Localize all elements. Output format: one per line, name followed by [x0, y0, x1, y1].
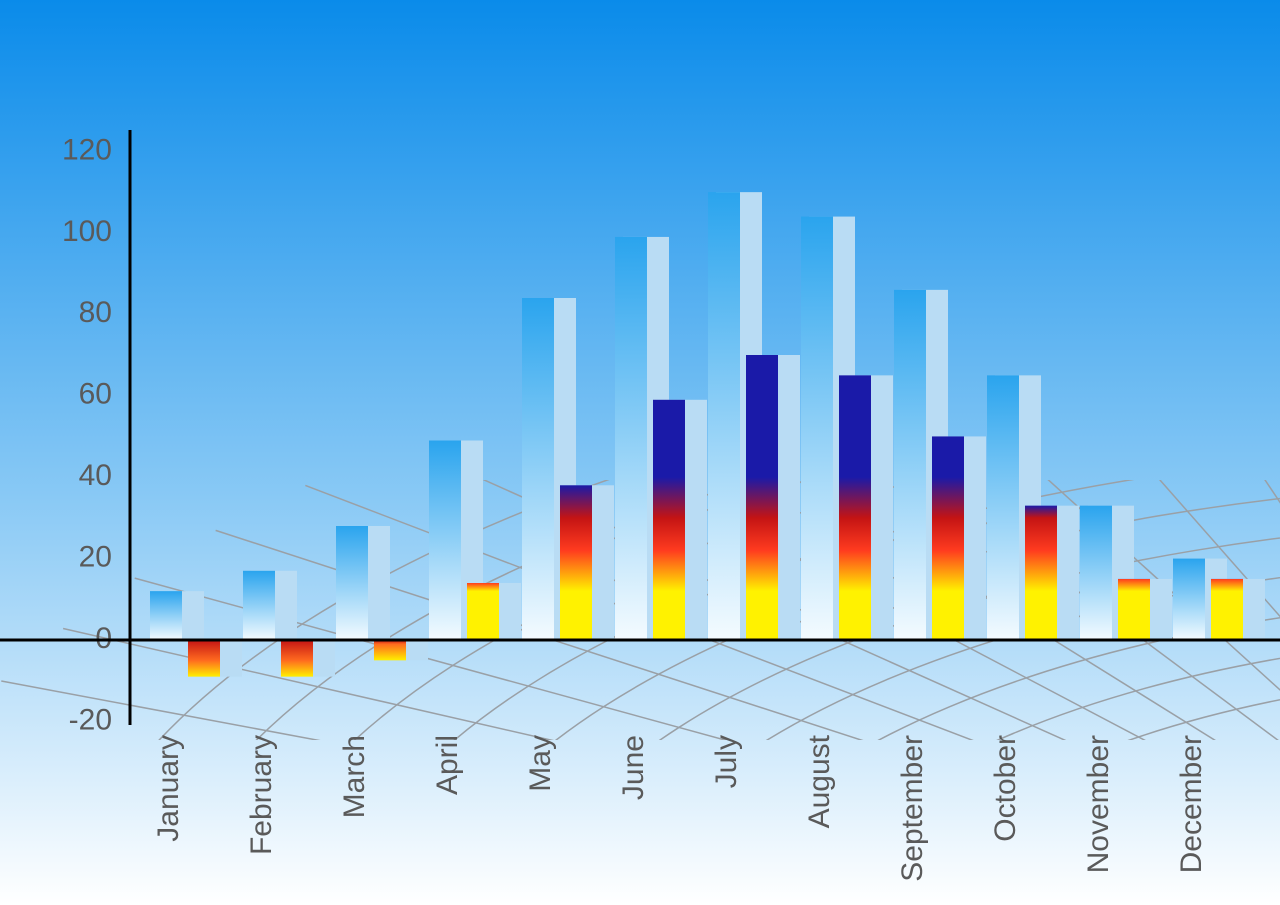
- bar-series-1: [243, 571, 275, 640]
- bar-series-1: [1080, 506, 1112, 640]
- y-tick-label: 120: [62, 133, 112, 166]
- bar-series-1: [894, 290, 926, 640]
- bar-series-1: [336, 526, 368, 640]
- x-tick-label: November: [1082, 735, 1115, 873]
- x-tick-label: January: [152, 735, 185, 842]
- bar-series-2: [281, 640, 313, 677]
- bar-series-1: [522, 298, 554, 640]
- bar-series-1: [708, 192, 740, 640]
- bar-series-1: [150, 591, 182, 640]
- x-tick-label: July: [710, 735, 743, 788]
- y-tick-label: 20: [79, 540, 112, 573]
- bar-series-2: [746, 355, 778, 640]
- x-tick-label: March: [338, 735, 371, 818]
- y-tick-label: -20: [69, 703, 112, 736]
- bar-series-2: [560, 485, 592, 640]
- bar-series-1: [1173, 559, 1205, 640]
- chart-svg: -20 0 20 40 60 80 100 120 January February March Ap…: [0, 0, 1280, 905]
- bar-series-2: [1118, 579, 1150, 640]
- bar-series-2: [374, 640, 406, 660]
- bar-series-2: [1211, 579, 1243, 640]
- bar-series-1: [987, 375, 1019, 640]
- y-tick-label: 100: [62, 215, 112, 248]
- chart-container: { "chart": { "type": "bar", "width": 128…: [0, 0, 1280, 905]
- x-tick-label: February: [245, 735, 278, 855]
- bar-series-2: [188, 640, 220, 677]
- x-tick-label: May: [524, 735, 557, 792]
- x-tick-label: December: [1175, 735, 1208, 873]
- bar-series-2: [653, 400, 685, 640]
- bar-series-2: [1025, 506, 1057, 640]
- y-tick-label: 40: [79, 459, 112, 492]
- x-tick-label: June: [617, 735, 650, 800]
- y-tick-label: 60: [79, 378, 112, 411]
- bar-series-2: [932, 436, 964, 640]
- bar-series-1: [429, 441, 461, 641]
- x-tick-label: August: [803, 734, 836, 828]
- y-tick-label: 0: [95, 622, 112, 655]
- bar-series-1: [615, 237, 647, 640]
- x-tick-label: October: [989, 735, 1022, 842]
- x-tick-label: September: [896, 735, 929, 882]
- y-tick-label: 80: [79, 296, 112, 329]
- bar-series-2: [467, 583, 499, 640]
- x-tick-label: April: [431, 735, 464, 795]
- bar-series-2: [839, 375, 871, 640]
- bar-series-1: [801, 217, 833, 640]
